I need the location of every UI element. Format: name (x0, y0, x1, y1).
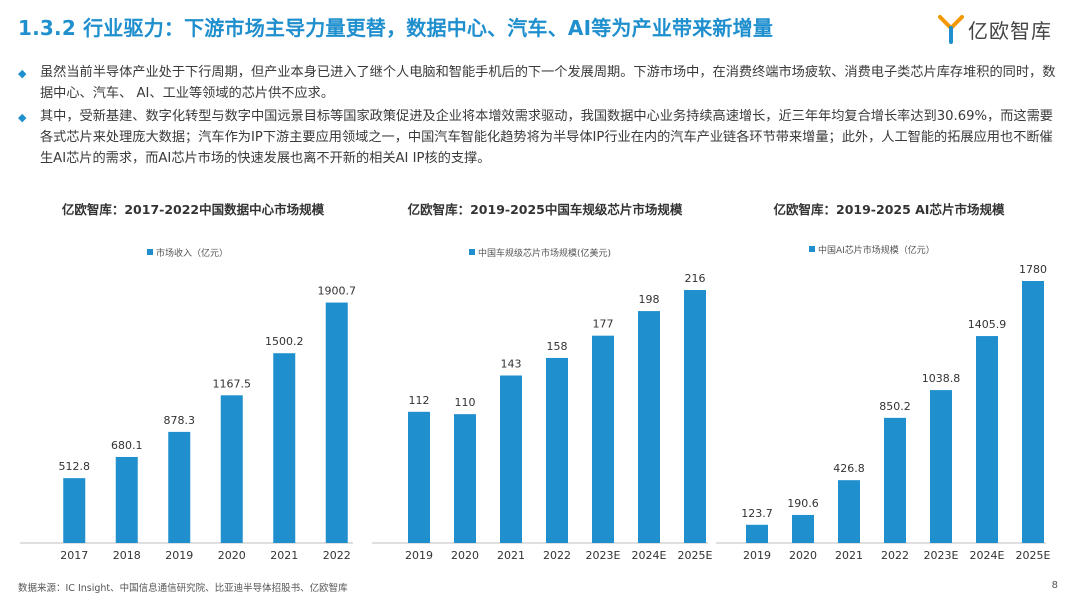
page-number: 8 (1051, 580, 1058, 591)
x-tick-label: 2020 (451, 549, 479, 562)
bar (454, 414, 476, 543)
x-tick-label: 2025E (1016, 549, 1051, 562)
page-title: 1.3.2 行业驱力：下游市场主导力量更替，数据中心、汽车、AI等为产业带来新增… (18, 16, 774, 40)
x-tick-label: 2022 (881, 549, 909, 562)
x-tick-label: 2018 (113, 549, 141, 562)
x-tick-label: 2023E (924, 549, 959, 562)
data-label: 1038.8 (922, 372, 961, 385)
chart-data-center: 亿欧智库：2017-2022中国数据中心市场规模 市场收入（亿元） 512.8 201… (20, 198, 366, 570)
legend-swatch (469, 249, 475, 255)
x-tick-label: 2022 (323, 549, 351, 562)
yiou-logo-icon (938, 15, 964, 44)
data-label: 680.1 (111, 439, 143, 452)
x-tick-label: 2021 (835, 549, 863, 562)
brand-logo: 亿欧智库 (938, 12, 1052, 46)
bar (115, 456, 138, 543)
data-label: 426.8 (833, 462, 865, 475)
data-label: 112 (409, 394, 430, 407)
bar (976, 336, 998, 543)
bar (592, 335, 614, 543)
bullet-text: 其中，受新基建、数字化转型与数字中国远景目标等国家政策促进及企业将本增效需求驱动… (40, 109, 1053, 166)
legend-label: 市场收入（亿元） (156, 247, 228, 259)
bar (168, 431, 191, 543)
x-tick-label: 2019 (405, 549, 433, 562)
chart-title: 亿欧智库：2017-2022中国数据中心市场规模 (62, 202, 325, 217)
x-tick-label: 2024E (632, 549, 667, 562)
bar (325, 302, 348, 543)
data-label: 1900.7 (318, 285, 357, 298)
chart-title: 亿欧智库：2019-2025中国车规级芯片市场规模 (408, 202, 683, 217)
data-label: 1167.5 (213, 377, 252, 390)
data-label: 216 (685, 272, 706, 285)
bar (930, 390, 952, 543)
data-label: 878.3 (164, 414, 196, 427)
bar (408, 411, 430, 543)
bar (792, 514, 814, 543)
bar (684, 290, 706, 543)
data-label: 110 (455, 396, 476, 409)
data-label: 1780 (1019, 263, 1047, 276)
data-label: 190.6 (787, 497, 819, 510)
data-label: 1500.2 (265, 335, 304, 348)
legend-swatch (809, 246, 815, 252)
x-tick-label: 2020 (218, 549, 246, 562)
x-tick-label: 2020 (789, 549, 817, 562)
bar (273, 353, 296, 543)
data-source: 数据来源：IC Insight、中国信息通信研究院、比亚迪半导体招股书、亿欧智库 (18, 583, 348, 594)
bar (220, 395, 243, 543)
bar (63, 478, 86, 543)
bar (746, 524, 768, 543)
diamond-icon: ◆ (18, 67, 27, 80)
data-label: 143 (501, 358, 522, 371)
diamond-icon: ◆ (18, 111, 27, 124)
legend-label: 中国车规级芯片市场规模(亿美元) (478, 247, 611, 259)
x-tick-label: 2022 (543, 549, 571, 562)
bullet-text: 虽然当前半导体产业处于下行周期，但产业本身已进入了继个人电脑和智能手机后的下一个… (40, 65, 1056, 101)
x-tick-label: 2023E (586, 549, 621, 562)
bullet-item: ◆ 虽然当前半导体产业处于下行周期，但产业本身已进入了继个人电脑和智能手机后的下… (18, 62, 1063, 104)
data-label: 512.8 (59, 460, 91, 473)
x-tick-label: 2019 (743, 549, 771, 562)
data-label: 123.7 (741, 507, 773, 520)
chart-auto-chip: 亿欧智库：2019-2025中国车规级芯片市场规模 中国车规级芯片市场规模(亿美元… (372, 198, 718, 570)
x-tick-label: 2019 (165, 549, 193, 562)
chart-title: 亿欧智库：2019-2025 AI芯片市场规模 (774, 202, 1005, 217)
chart-svg: 亿欧智库：2019-2025中国车规级芯片市场规模中国车规级芯片市场规模(亿美元… (372, 202, 713, 562)
x-tick-label: 2021 (270, 549, 298, 562)
x-tick-label: 2024E (970, 549, 1005, 562)
bar (884, 417, 906, 543)
bar (838, 480, 860, 543)
x-tick-label: 2021 (497, 549, 525, 562)
data-label: 850.2 (879, 400, 911, 413)
x-tick-label: 2017 (60, 549, 88, 562)
logo-text: 亿欧智库 (968, 18, 1052, 43)
data-label: 198 (639, 293, 660, 306)
bar (1022, 281, 1044, 543)
chart-ai-chip: 亿欧智库：2019-2025 AI芯片市场规模中国AI芯片市场规模（亿元） 123… (716, 198, 1062, 570)
data-label: 1405.9 (968, 318, 1007, 331)
data-label: 158 (547, 340, 568, 353)
legend-label: 中国AI芯片市场规模（亿元） (818, 244, 935, 256)
bullet-list: ◆ 虽然当前半导体产业处于下行周期，但产业本身已进入了继个人电脑和智能手机后的下… (18, 62, 1063, 171)
data-label: 177 (593, 318, 614, 331)
x-tick-label: 2025E (678, 549, 713, 562)
bullet-item: ◆ 其中，受新基建、数字化转型与数字中国远景目标等国家政策促进及企业将本增效需求… (18, 106, 1063, 169)
legend-swatch (147, 249, 153, 255)
bar (546, 357, 568, 543)
bar (638, 311, 660, 543)
bar (500, 375, 522, 543)
